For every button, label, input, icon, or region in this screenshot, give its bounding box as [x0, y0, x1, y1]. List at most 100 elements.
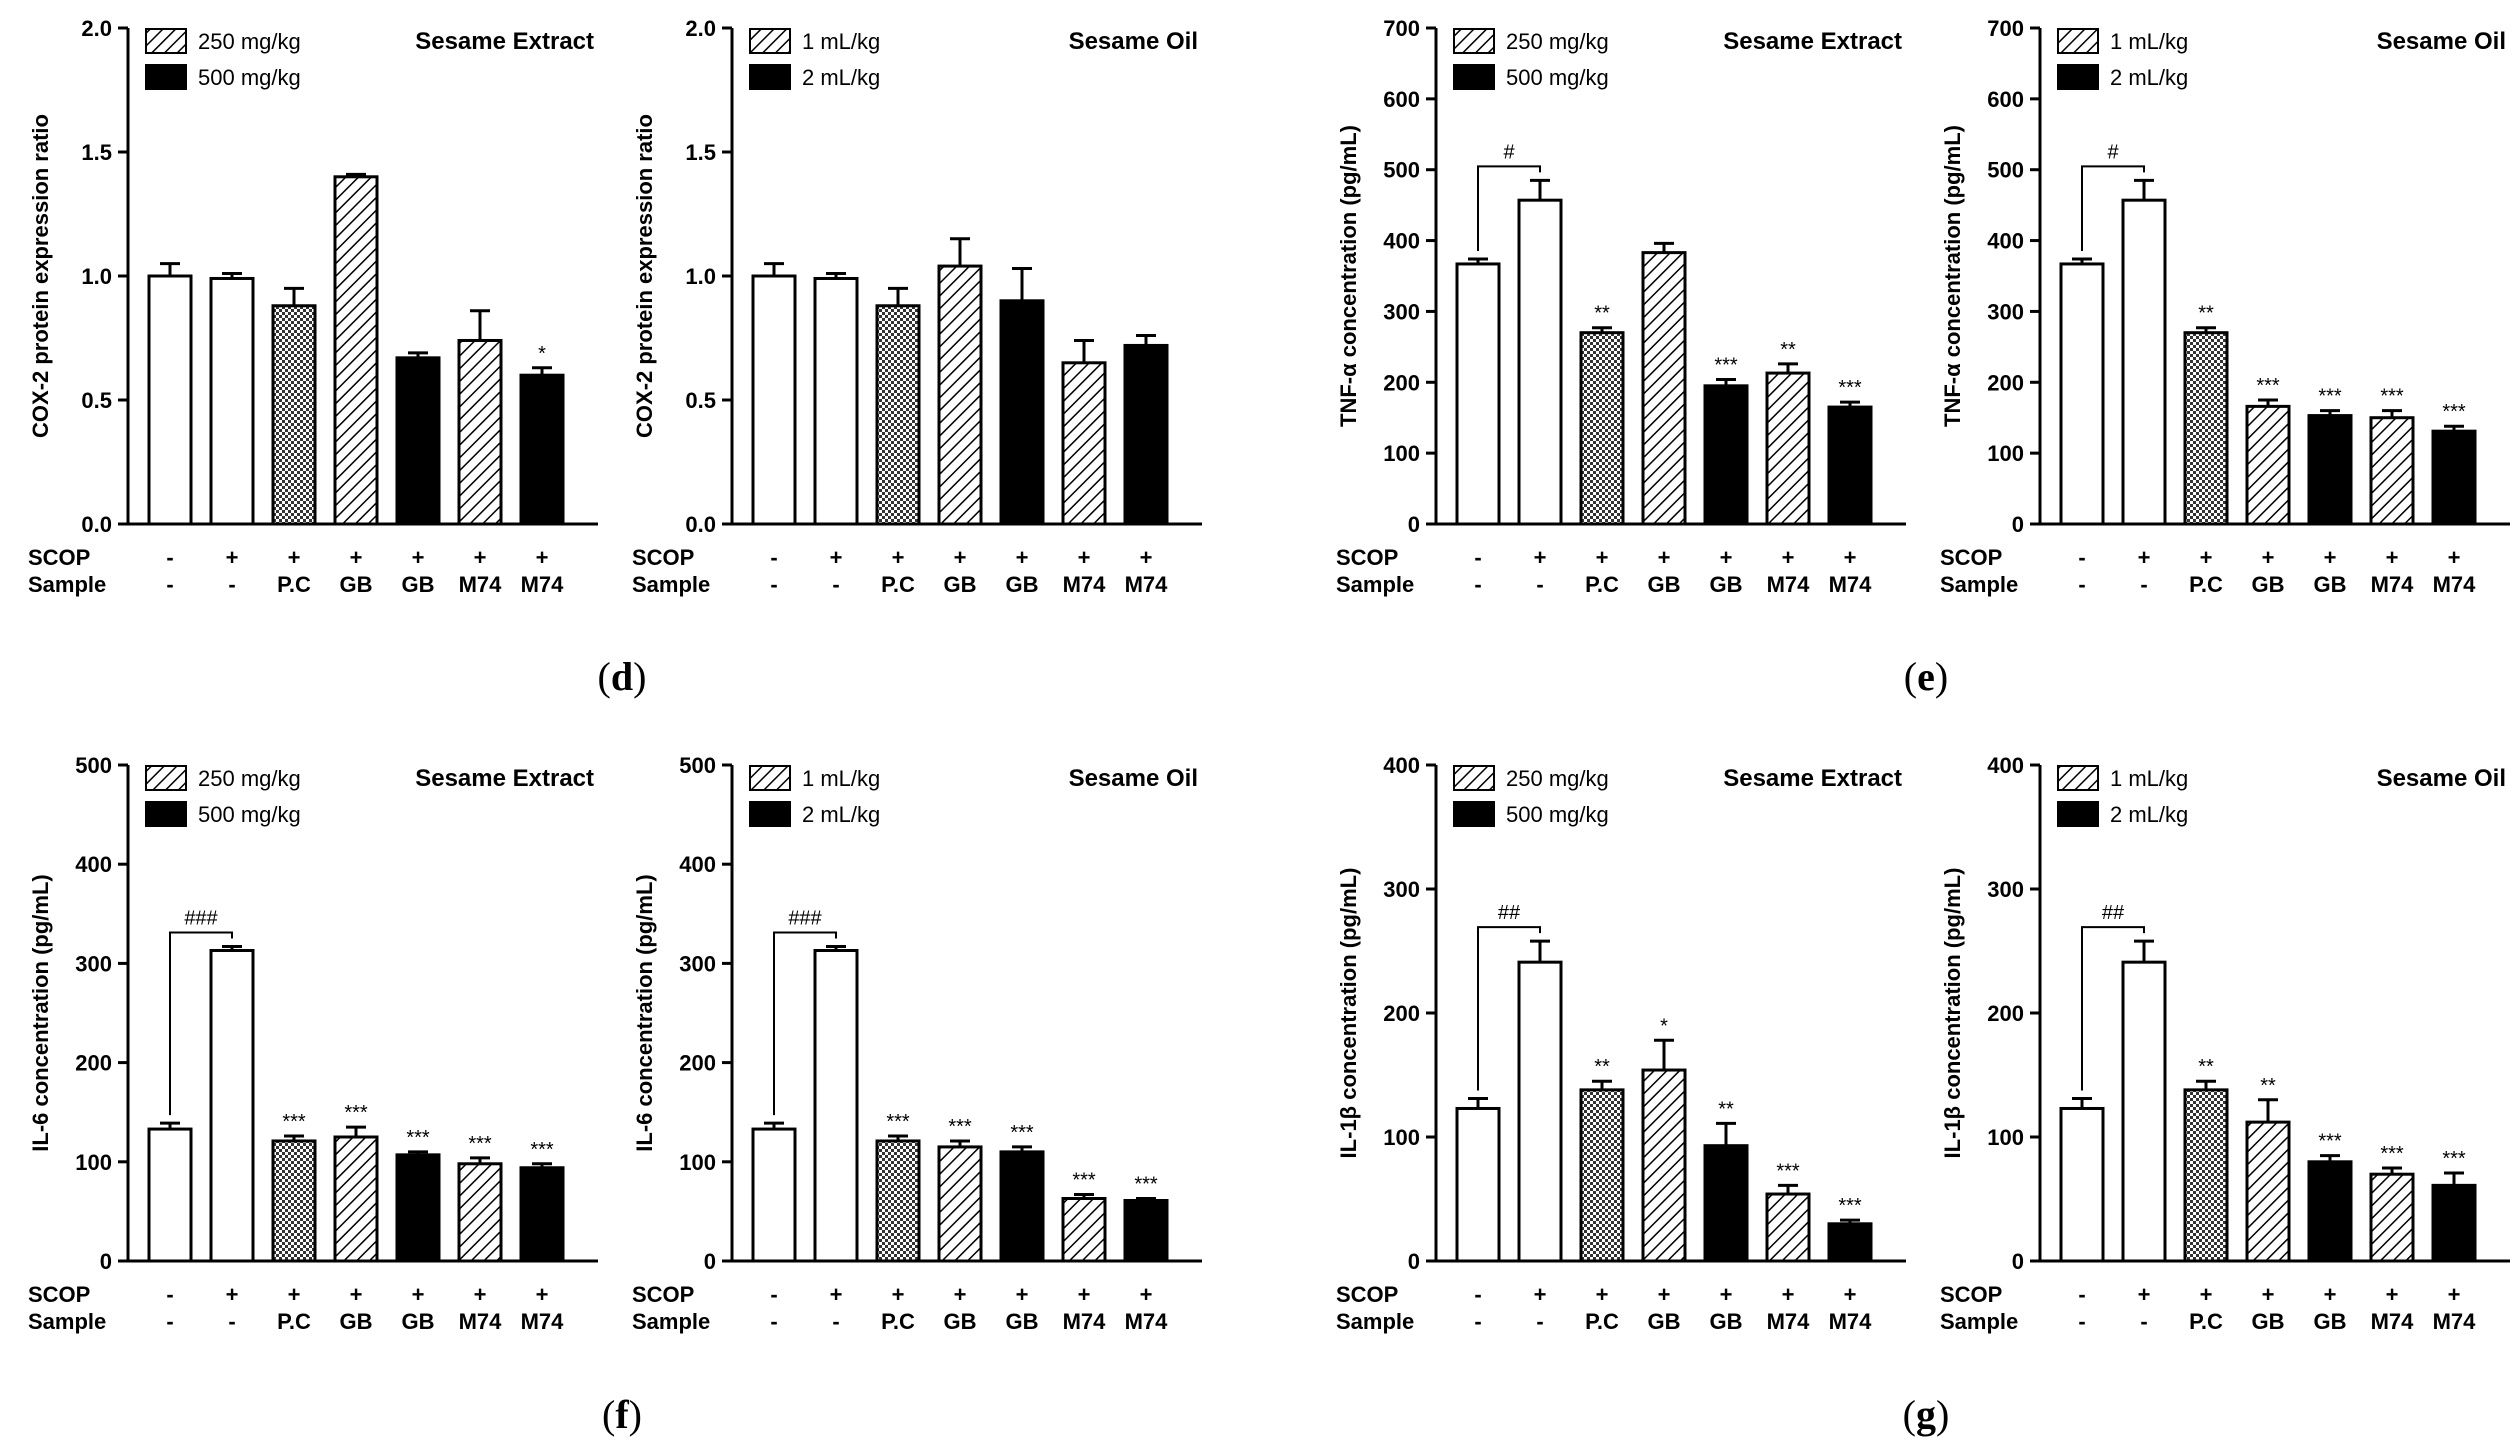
scop-value: +	[2324, 545, 2337, 570]
legend-swatch	[145, 28, 187, 54]
bar	[2307, 1160, 2353, 1263]
bar	[2369, 1172, 2415, 1263]
y-axis-label: TNF-α concentration (pg/mL)	[1336, 125, 1361, 427]
significance-mark: ***	[406, 1127, 430, 1149]
significance-mark: ***	[344, 1102, 368, 1124]
y-tick-label: 200	[679, 1051, 716, 1076]
chart-title: Sesame Oil	[1069, 28, 1198, 55]
scop-row-label: SCOP	[28, 545, 90, 570]
y-tick-label: 100	[1987, 1125, 2024, 1150]
legend-swatch	[749, 64, 791, 90]
bar	[2183, 1088, 2229, 1263]
significance-mark: ***	[1072, 1170, 1096, 1192]
bar	[2245, 1120, 2291, 1263]
chart-g-oil: 0 100 200 300 400 IL-1β concentration (pg/mL)…	[1940, 753, 2510, 1334]
bar	[937, 1145, 983, 1263]
sample-value: M74	[1767, 1309, 1811, 1334]
sample-value: GB	[1648, 1309, 1681, 1334]
scop-value: +	[412, 545, 425, 570]
sample-row-label: Sample	[1336, 572, 1414, 597]
bar	[1765, 371, 1811, 526]
significance-bracket	[169, 931, 233, 1116]
bar	[2183, 331, 2229, 526]
sample-value: -	[166, 1309, 173, 1334]
y-tick-label: 300	[1383, 877, 1420, 902]
significance-mark: **	[1594, 1056, 1610, 1078]
scop-value: +	[2138, 1282, 2151, 1307]
bar	[1579, 331, 1625, 526]
legend-swatch	[145, 801, 187, 827]
scop-value: +	[536, 545, 549, 570]
scop-value: +	[1782, 1282, 1795, 1307]
legend-swatch	[145, 64, 187, 90]
y-tick-label: 1.0	[685, 264, 716, 289]
sample-value: M74	[1125, 1309, 1169, 1334]
scop-value: +	[1534, 545, 1547, 570]
bar	[875, 304, 921, 526]
bar	[271, 1139, 317, 1263]
bar	[1765, 1192, 1811, 1263]
y-tick-label: 300	[1987, 299, 2024, 324]
bar	[751, 274, 797, 526]
bar	[395, 1153, 441, 1263]
scop-value: +	[1844, 545, 1857, 570]
y-tick-label: 200	[75, 1051, 112, 1076]
sample-value: -	[2140, 1309, 2147, 1334]
legend-swatch	[749, 28, 791, 54]
sample-value: GB	[1710, 1309, 1743, 1334]
scop-value: -	[1474, 545, 1481, 570]
sample-value: M74	[459, 1309, 503, 1334]
significance-mark: *	[1660, 1015, 1668, 1037]
y-tick-label: 100	[75, 1150, 112, 1175]
panel-label-f: (f)	[602, 1392, 642, 1437]
scop-value: +	[830, 1282, 843, 1307]
significance-mark: ***	[2318, 1131, 2342, 1153]
scop-value: -	[770, 545, 777, 570]
bar	[813, 949, 859, 1263]
bar	[457, 1162, 503, 1263]
bar	[271, 304, 317, 526]
significance-bracket	[2081, 926, 2145, 1091]
y-tick-label: 200	[1987, 1001, 2024, 1026]
significance-mark: ***	[1838, 1195, 1862, 1217]
scop-value: +	[1658, 1282, 1671, 1307]
y-tick-label: 300	[679, 951, 716, 976]
y-tick-label: 1.0	[81, 264, 112, 289]
significance-mark: ***	[468, 1133, 492, 1155]
chart-title: Sesame Extract	[415, 28, 594, 55]
sample-row-label: Sample	[632, 1309, 710, 1334]
bar	[813, 276, 859, 526]
sample-value: -	[1536, 1309, 1543, 1334]
legend-label: 1 mL/kg	[802, 29, 880, 54]
scop-value: +	[226, 545, 239, 570]
significance-bracket	[1477, 165, 1541, 251]
legend-label: 500 mg/kg	[198, 802, 301, 827]
significance-mark: ***	[948, 1116, 972, 1138]
significance-mark: ***	[1134, 1174, 1158, 1196]
scop-value: -	[166, 1282, 173, 1307]
panel-label-e: (e)	[1904, 654, 1948, 699]
significance-mark: ***	[2318, 386, 2342, 408]
y-tick-label: 500	[1383, 158, 1420, 183]
panel-labels: (d) (e) (f) (g)	[598, 654, 1950, 1437]
sample-value: -	[1536, 572, 1543, 597]
sample-row-label: Sample	[632, 572, 710, 597]
scop-value: +	[1596, 545, 1609, 570]
sample-value: GB	[1006, 1309, 1039, 1334]
scop-value: +	[1140, 1282, 1153, 1307]
bar	[2431, 1183, 2477, 1263]
sample-value: M74	[1063, 1309, 1107, 1334]
scop-value: +	[1016, 1282, 1029, 1307]
sample-value: GB	[402, 1309, 435, 1334]
legend-swatch	[2057, 765, 2099, 791]
sample-value: P.C	[277, 1309, 311, 1334]
y-tick-label: 0	[2012, 512, 2024, 537]
bar	[1703, 1144, 1749, 1263]
bar	[1827, 1222, 1873, 1263]
sample-value: -	[832, 1309, 839, 1334]
y-tick-label: 700	[1987, 16, 2024, 41]
sample-value: M74	[2371, 1309, 2415, 1334]
bracket-label: #	[2107, 141, 2119, 163]
sample-value: GB	[402, 572, 435, 597]
sample-value: GB	[944, 572, 977, 597]
